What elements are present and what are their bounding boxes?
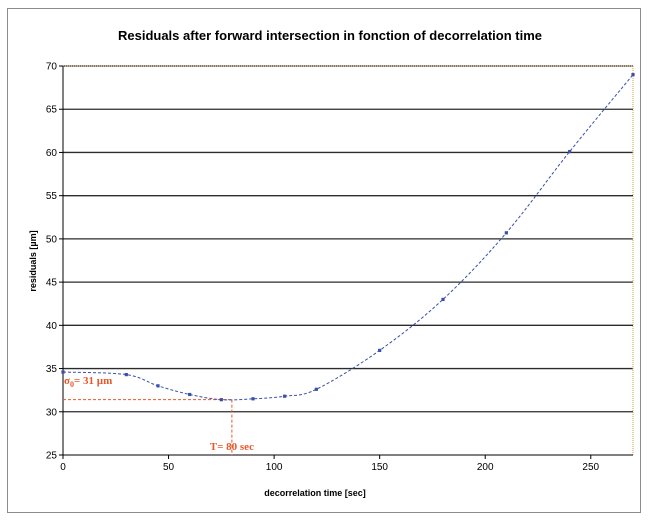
y-axis-label: residuals [µm] — [28, 230, 38, 291]
x-tick-label: 250 — [582, 462, 599, 473]
y-tick-label: 25 — [46, 451, 58, 462]
data-point — [378, 348, 382, 353]
y-tick-label: 45 — [46, 278, 58, 289]
data-point — [156, 384, 160, 388]
x-tick-label: 100 — [266, 462, 283, 473]
x-tick-label: 150 — [371, 462, 388, 473]
y-tick-label: 50 — [46, 234, 58, 245]
plot-area — [63, 66, 633, 455]
annotations: σ0= 31 µm T= 80 sec — [64, 375, 254, 453]
data-point — [219, 398, 223, 402]
y-tick-label: 55 — [46, 191, 58, 202]
sigma-annotation: σ0= 31 µm — [64, 375, 112, 389]
x-tick-label: 0 — [60, 462, 66, 473]
data-series — [61, 73, 635, 402]
y-tick-label: 40 — [46, 321, 58, 332]
chart-labels: Residuals after forward intersection in … — [28, 28, 542, 498]
x-axis-label: decorrelation time [sec] — [264, 488, 366, 498]
y-tick-label: 30 — [46, 407, 58, 418]
data-point — [61, 370, 65, 374]
data-point — [504, 231, 508, 235]
chart-frame: 25 30 35 40 45 50 55 60 65 70 0 50 100 150 200 250 Resi… — [7, 8, 641, 513]
data-point — [188, 392, 192, 397]
data-point — [568, 149, 572, 154]
data-point — [124, 373, 128, 377]
data-point — [251, 397, 255, 401]
sigma-value: = 31 µm — [74, 375, 112, 387]
y-tick-label: 65 — [46, 105, 58, 116]
sigma-subscript: 0 — [70, 380, 74, 389]
data-point — [283, 394, 287, 398]
chart-svg: 25 30 35 40 45 50 55 60 65 70 0 50 100 150 200 250 Resi… — [28, 28, 635, 498]
tick-labels: 25 30 35 40 45 50 55 60 65 70 0 50 100 150 200 250 — [46, 62, 600, 474]
sigma-symbol: σ — [64, 375, 70, 387]
y-tick-label: 35 — [46, 364, 58, 375]
y-tick-label: 70 — [46, 62, 58, 73]
axes — [62, 66, 633, 456]
data-point — [441, 297, 445, 301]
time-annotation: T= 80 sec — [210, 441, 254, 453]
x-tick-label: 200 — [477, 462, 494, 473]
data-point — [631, 73, 635, 77]
annotation-lines — [63, 399, 233, 455]
series-line — [62, 74, 634, 401]
data-point — [314, 387, 318, 391]
chart-title: Residuals after forward intersection in … — [118, 28, 542, 43]
y-tick-label: 60 — [46, 148, 58, 159]
x-tick-label: 50 — [163, 462, 175, 473]
